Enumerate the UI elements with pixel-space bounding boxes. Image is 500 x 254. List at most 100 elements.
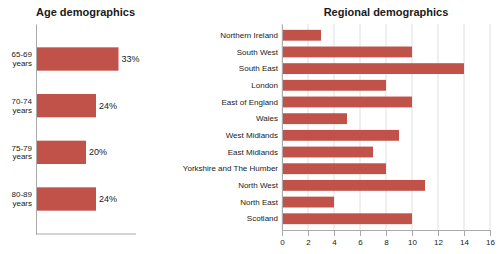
- y-tick: Yorkshire and The Humber: [183, 164, 279, 173]
- x-axis-line: [283, 231, 491, 237]
- grid-line: [438, 24, 439, 230]
- y-tick-label: Yorkshire and The Humber: [183, 164, 279, 173]
- x-axis: 0246810121416: [280, 230, 495, 247]
- bar: [282, 113, 347, 124]
- y-tick-label: East of England: [222, 98, 278, 107]
- x-tick-mark: [464, 230, 465, 236]
- y-axis-line: [282, 25, 283, 231]
- data-label: 24%: [99, 194, 117, 204]
- y-tick-label-line: 65-69: [12, 50, 33, 59]
- grid: [282, 24, 490, 230]
- x-tick: 2: [306, 230, 311, 247]
- y-tick-label: West Midlands: [226, 131, 278, 140]
- y-tick: South East: [239, 64, 279, 73]
- y-tick: East of England: [222, 98, 278, 107]
- x-tick-label: 16: [486, 238, 495, 247]
- bar: [36, 94, 96, 117]
- grid-line: [282, 24, 283, 230]
- x-tick: 10: [408, 230, 417, 247]
- y-axis: Northern Ireland South West South East Lond…: [183, 25, 283, 231]
- y-tick: 65-69years: [12, 50, 33, 68]
- x-tick-mark: [490, 230, 491, 236]
- data-label: 20%: [89, 147, 107, 157]
- panel: Northern Ireland South West South East Lond…: [183, 24, 496, 247]
- y-tick-label: Scotland: [247, 214, 278, 223]
- y-tick-label: North West: [238, 181, 279, 190]
- y-tick-label: 75-79years: [12, 143, 33, 161]
- y-tick-label: South West: [237, 47, 279, 56]
- x-tick-mark: [360, 230, 361, 236]
- y-tick-label: Wales: [256, 114, 278, 123]
- grid-line: [464, 24, 465, 230]
- bar: [36, 141, 86, 164]
- data-label: 24%: [99, 101, 117, 111]
- x-tick-mark: [386, 230, 387, 236]
- y-tick: 80-89years: [12, 190, 33, 208]
- x-tick: 16: [486, 230, 495, 247]
- y-tick: London: [251, 81, 278, 90]
- y-tick-label-line: East of England: [222, 98, 278, 107]
- x-tick-label: 4: [332, 238, 337, 247]
- y-tick-label-line: years: [12, 199, 32, 208]
- y-tick-label: 65-69years: [12, 50, 33, 68]
- y-tick-label-line: years: [12, 106, 32, 115]
- x-tick-label: 6: [358, 238, 363, 247]
- y-tick: North East: [240, 198, 279, 207]
- x-tick-mark: [334, 230, 335, 236]
- y-tick-label-line: Yorkshire and The Humber: [183, 164, 279, 173]
- x-tick: 0: [280, 230, 285, 247]
- y-tick-label: 70-74years: [12, 97, 33, 115]
- y-tick-label-line: East Midlands: [228, 148, 278, 157]
- x-tick: 14: [460, 230, 469, 247]
- y-tick-label-line: North East: [240, 198, 279, 207]
- grid-line: [490, 24, 491, 230]
- y-tick-label: South East: [239, 64, 279, 73]
- x-tick: 6: [358, 230, 363, 247]
- bar: [282, 213, 412, 224]
- x-tick-label: 10: [408, 238, 417, 247]
- x-tick-label: 2: [306, 238, 311, 247]
- panel: 33%24%20%24%65-69years70-74years75-79yea…: [12, 25, 140, 235]
- y-tick-label-line: Northern Ireland: [220, 31, 278, 40]
- bar: [282, 180, 425, 191]
- y-axis: 65-69years70-74years75-79years80-89years: [12, 25, 37, 235]
- y-tick-label: 80-89years: [12, 190, 33, 208]
- y-tick-label-line: years: [12, 59, 32, 68]
- x-tick-label: 0: [280, 238, 285, 247]
- y-tick: Wales: [256, 114, 278, 123]
- y-tick-label-line: Scotland: [247, 214, 278, 223]
- y-tick: East Midlands: [228, 148, 278, 157]
- y-tick: North West: [238, 181, 279, 190]
- bar: [282, 147, 373, 158]
- y-tick-label-line: 75-79: [12, 143, 33, 152]
- x-tick-label: 12: [434, 238, 443, 247]
- x-axis-line: [36, 234, 136, 235]
- x-tick: 12: [434, 230, 443, 247]
- y-axis-line: [36, 25, 37, 235]
- bars: [282, 30, 464, 224]
- y-tick-label-line: years: [12, 152, 32, 161]
- y-tick-label-line: 80-89: [12, 190, 33, 199]
- y-tick-label: London: [251, 81, 278, 90]
- bar: [282, 163, 386, 174]
- bar: [282, 130, 399, 141]
- x-tick-mark: [282, 230, 283, 236]
- bar: [282, 97, 412, 108]
- bar: [36, 187, 96, 210]
- bars: [36, 47, 119, 210]
- y-tick-label-line: West Midlands: [226, 131, 278, 140]
- bar: [282, 47, 412, 58]
- x-tick: 4: [332, 230, 337, 247]
- chart-title: Age demographics: [36, 6, 135, 18]
- x-tick-mark: [438, 230, 439, 236]
- bar: [282, 63, 464, 74]
- bar: [36, 47, 119, 70]
- x-tick-mark: [308, 230, 309, 236]
- y-tick: 70-74years: [12, 97, 33, 115]
- y-tick: West Midlands: [226, 131, 278, 140]
- chart-canvas: 33%24%20%24%65-69years70-74years75-79yea…: [0, 0, 500, 254]
- y-tick-label-line: 70-74: [12, 97, 33, 106]
- y-tick-label-line: Wales: [256, 114, 278, 123]
- y-tick: South West: [237, 47, 279, 56]
- chart-title: Regional demographics: [324, 6, 449, 18]
